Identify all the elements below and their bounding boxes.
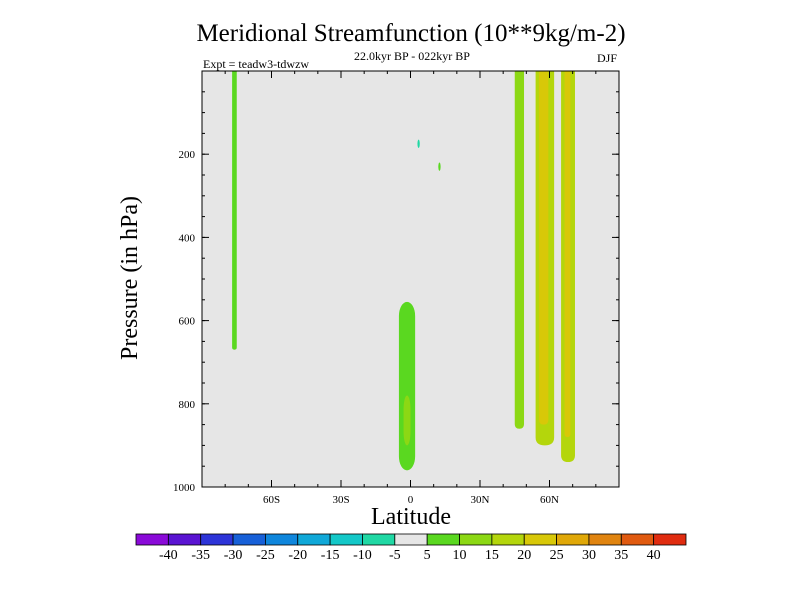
colorbar: -40 -35 -30 -25 -20 -15 -10 -5 5 10 15 20 25 30 35 40 — [135, 533, 687, 563]
colorbar-box — [491, 533, 525, 546]
colorbar-box — [653, 533, 687, 546]
colorbar-label: -20 — [288, 548, 307, 563]
x-tick-label: 30S — [332, 494, 349, 506]
colorbar-label: -10 — [353, 548, 372, 563]
x-axis-title: Latitude — [371, 504, 451, 530]
feature-small-green-blob — [438, 162, 441, 171]
x-tick-label: 30N — [471, 494, 490, 506]
feature-equatorial-cell — [398, 301, 416, 471]
colorbar-label: -15 — [321, 548, 340, 563]
contour-fills — [232, 71, 575, 471]
chart-subtitle: 22.0kyr BP - 022kyr BP — [354, 49, 470, 63]
feature-small-cyan-blob — [417, 139, 420, 148]
feature-67n-core — [564, 71, 571, 438]
feature-equatorial-core — [403, 395, 411, 446]
colorbar-label: 10 — [453, 548, 467, 563]
x-tick-label: 0 — [408, 494, 414, 506]
colorbar-box — [232, 533, 266, 546]
colorbar-label: 40 — [647, 548, 661, 563]
colorbar-label: 20 — [517, 548, 531, 563]
colorbar-label: -30 — [224, 548, 243, 563]
colorbar-box — [362, 533, 396, 546]
feature-45n-column — [514, 71, 525, 429]
y-tick-label: 400 — [179, 232, 196, 244]
experiment-label: Expt = teadw3-tdwzw — [203, 57, 309, 71]
feature-57n-core — [539, 71, 549, 425]
colorbar-box — [200, 533, 234, 546]
colorbar-box — [588, 533, 622, 546]
x-tick-label: 60N — [540, 494, 559, 506]
colorbar-label: 25 — [550, 548, 564, 563]
season-label: DJF — [597, 51, 617, 65]
colorbar-box — [523, 533, 557, 546]
axes: 60S 30S 0 30N 60N 200 400 600 800 1000 — [173, 70, 620, 506]
colorbar-box — [135, 533, 169, 546]
y-tick-label: 600 — [179, 316, 196, 328]
colorbar-label: -5 — [389, 548, 401, 563]
y-axis-title: Pressure (in hPa) — [117, 196, 143, 360]
colorbar-box — [394, 533, 428, 546]
colorbar-box — [297, 533, 331, 546]
colorbar-box — [556, 533, 590, 546]
colorbar-label: 35 — [614, 548, 628, 563]
colorbar-box — [459, 533, 493, 546]
colorbar-label: -35 — [191, 548, 210, 563]
colorbar-label: -25 — [256, 548, 275, 563]
y-tick-label: 800 — [179, 399, 196, 411]
colorbar-label: -40 — [159, 548, 178, 563]
colorbar-box — [426, 533, 460, 546]
colorbar-label: 30 — [582, 548, 596, 563]
colorbar-box — [167, 533, 202, 546]
x-tick-label: 60S — [263, 494, 280, 506]
colorbar-box — [329, 533, 363, 546]
colorbar-box — [620, 533, 655, 546]
chart-title: Meridional Streamfunction (10**9kg/m-2) — [196, 20, 625, 47]
y-tick-label: 1000 — [173, 482, 196, 494]
y-tick-label: 200 — [179, 149, 196, 161]
colorbar-box — [265, 533, 299, 546]
feature-sh-70s-column — [232, 71, 237, 350]
colorbar-label: 5 — [424, 548, 431, 563]
colorbar-label: 15 — [485, 548, 499, 563]
